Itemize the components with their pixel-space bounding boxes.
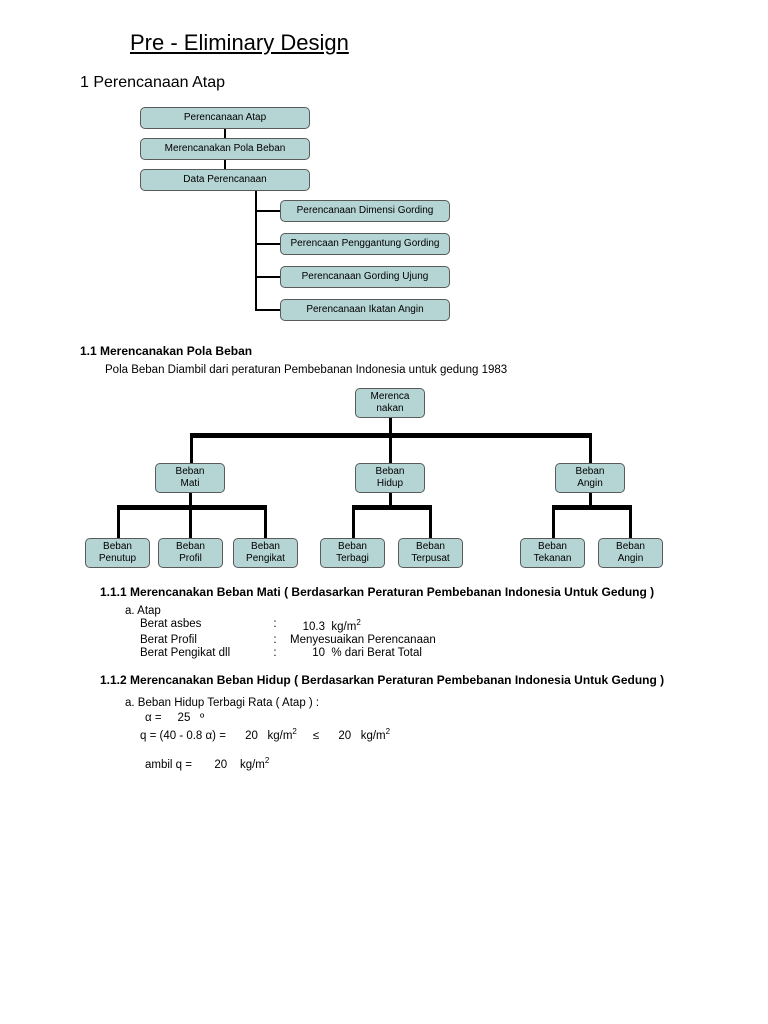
connector [589,493,592,505]
cell: 10 % dari Berat Total [290,647,422,659]
cell: : [260,618,290,633]
flowchart-tree: Merenca nakan Beban Mati Beban Hidup Beb… [90,388,690,573]
flow-node: Perencanaan Atap [140,107,310,129]
page-title: Pre - Eliminary Design [130,30,718,56]
flow-node: Merencanakan Pola Beban [140,138,310,160]
connector [255,276,280,278]
connector [117,505,120,538]
connector [389,493,392,505]
tree-mid: Beban Mati [155,463,225,493]
section-heading: 1 Perencanaan Atap [80,74,718,92]
table-row: Berat asbes : 10.3 kg/m2 [140,618,718,633]
body-text: Pola Beban Diambil dari peraturan Pembeb… [105,364,718,376]
tree-leaf: Beban Profil [158,538,223,568]
connector [255,309,280,311]
connector [429,505,432,538]
connector [629,505,632,538]
calc-block: a. Beban Hidup Terbagi Rata ( Atap ) : α… [125,697,718,771]
cell: 10.3 kg/m2 [290,618,361,633]
flow-node: Perencanaan Dimensi Gording [280,200,450,222]
subsection-heading: 1.1.2 Merencanakan Beban Hidup ( Berdasa… [100,673,718,687]
label: a. Atap [125,605,718,617]
tree-leaf: Beban Terbagi [320,538,385,568]
connector [189,493,192,505]
connector [255,243,280,245]
flow-node: Perencanaan Ikatan Angin [280,299,450,321]
tree-leaf: Beban Pengikat [233,538,298,568]
connector [224,129,226,138]
tree-root: Merenca nakan [355,388,425,418]
subsection-heading: 1.1.1 Merencanakan Beban Mati ( Berdasar… [100,585,718,599]
subsection-heading: 1.1 Merencanakan Pola Beban [80,344,718,358]
tree-mid: Beban Hidup [355,463,425,493]
tree-leaf: Beban Penutup [85,538,150,568]
connector [189,505,192,538]
connector [552,505,555,538]
cell: Berat Pengikat dll [140,647,260,659]
connector [190,433,193,463]
section-label: Perencanaan Atap [93,74,225,91]
tree-leaf: Beban Angin [598,538,663,568]
connector [589,433,592,463]
flowchart-vertical: Perencanaan Atap Merencanakan Pola Beban… [140,107,520,332]
connector [389,433,392,463]
connector [389,418,392,433]
connector [352,505,355,538]
cell: Berat asbes [140,618,260,633]
section-num: 1 [80,74,89,91]
connector [264,505,267,538]
connector [224,160,226,169]
flow-node: Perencanaan Gording Ujung [280,266,450,288]
tree-mid: Beban Angin [555,463,625,493]
table-row: Berat Pengikat dll : 10 % dari Berat Tot… [140,647,718,659]
connector [352,505,432,510]
connector [255,210,280,212]
flow-node: Perencaan Penggantung Gording [280,233,450,255]
flow-node: Data Perencanaan [140,169,310,191]
cell: : [260,634,290,646]
tree-leaf: Beban Terpusat [398,538,463,568]
calc-block: a. Atap Berat asbes : 10.3 kg/m2 Berat P… [125,605,718,659]
formula-row: α = 25 º [145,712,718,724]
formula-row: q = (40 - 0.8 α) = 20 kg/m2 ≤ 20 kg/m2 [140,727,718,742]
tree-leaf: Beban Tekanan [520,538,585,568]
table-row: Berat Profil : Menyesuaikan Perencanaan [140,634,718,646]
connector [117,505,267,510]
label: a. Beban Hidup Terbagi Rata ( Atap ) : [125,697,718,709]
formula-row: ambil q = 20 kg/m2 [145,756,718,771]
cell: Berat Profil [140,634,260,646]
connector [552,505,632,510]
cell: Menyesuaikan Perencanaan [290,634,436,646]
connector-trunk [255,191,257,311]
cell: : [260,647,290,659]
